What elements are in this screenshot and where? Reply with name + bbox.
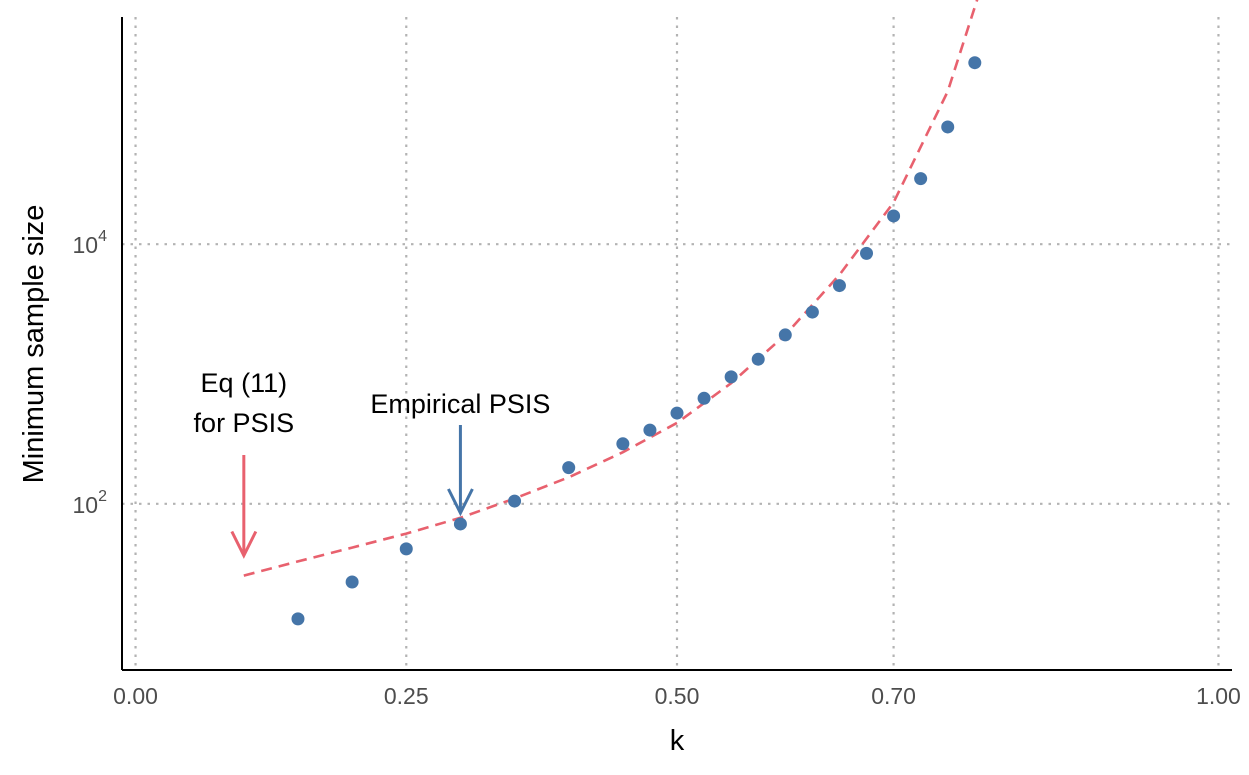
data-point-9 <box>697 391 711 405</box>
annotations: Eq (11) for PSIS Empirical PSIS <box>194 368 550 559</box>
y-tick-label-0: 102 <box>73 488 108 518</box>
annotation-0-arrow-head <box>230 530 258 559</box>
x-tick-label-0: 0.00 <box>113 683 158 709</box>
eq11-curve <box>243 0 979 577</box>
x-tick-label-3: 0.70 <box>871 683 916 709</box>
data-point-11 <box>751 352 765 366</box>
annotation-0-text-1: for PSIS <box>194 408 295 438</box>
data-point-12 <box>778 328 792 342</box>
data-point-3 <box>453 517 467 531</box>
data-point-19 <box>968 56 982 70</box>
x-ticks: 0.00 0.25 0.50 0.70 1.00 <box>113 683 1241 709</box>
axes <box>121 17 1232 671</box>
data-point-14 <box>832 279 846 293</box>
annotation-1-arrow-head <box>447 488 474 517</box>
data-point-16 <box>887 209 901 223</box>
data-point-8 <box>670 406 684 420</box>
curve-layer <box>243 0 979 577</box>
data-point-17 <box>914 172 928 186</box>
data-point-2 <box>399 542 413 556</box>
data-point-18 <box>941 120 955 134</box>
x-tick-label-2: 0.50 <box>655 683 700 709</box>
data-point-6 <box>616 437 630 451</box>
data-point-7 <box>643 423 657 437</box>
data-point-5 <box>562 461 576 475</box>
data-point-13 <box>805 305 819 319</box>
annotation-1-text-0: Empirical PSIS <box>370 389 550 419</box>
annotation-0-text-0: Eq (11) <box>201 368 288 398</box>
data-point-0 <box>291 612 305 626</box>
x-axis-title: k <box>670 725 685 757</box>
y-tick-label-1: 104 <box>73 228 108 258</box>
data-point-1 <box>345 575 359 589</box>
data-point-4 <box>508 494 522 508</box>
x-tick-label-1: 0.25 <box>384 683 429 709</box>
x-tick-label-4: 1.00 <box>1196 683 1241 709</box>
y-axis-title: Minimum sample size <box>18 205 50 484</box>
y-ticks: 102104106 <box>73 228 108 518</box>
points <box>291 56 982 626</box>
data-point-10 <box>724 370 738 384</box>
data-point-15 <box>860 246 874 260</box>
grid <box>122 17 1232 670</box>
